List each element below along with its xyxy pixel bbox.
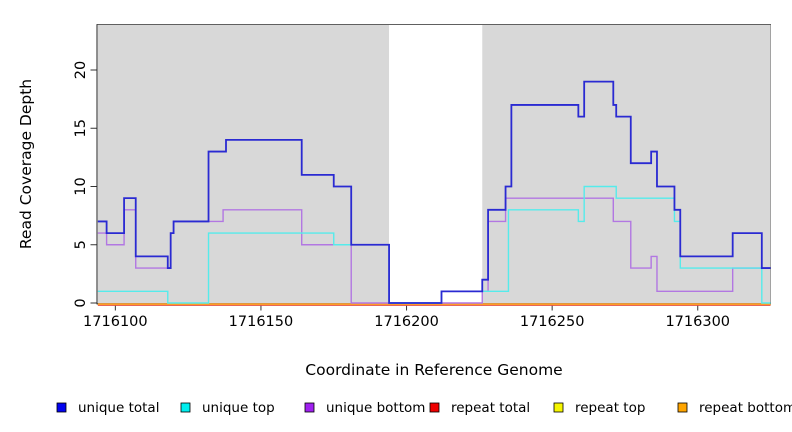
legend-item-unique-total: unique total: [56, 400, 159, 416]
legend-label: unique bottom: [326, 400, 425, 416]
legend-label: unique top: [202, 400, 275, 416]
x-tick-label: 1716200: [374, 314, 439, 330]
legend-item-repeat-total: repeat total: [429, 400, 530, 416]
y-axis-label: Read Coverage Depth: [17, 79, 35, 249]
legend-item-repeat-bottom: repeat bottom: [677, 400, 792, 416]
legend-item-repeat-top: repeat top: [553, 400, 645, 416]
legend-label: repeat total: [451, 400, 530, 416]
legend-label: unique total: [78, 400, 159, 416]
x-tick-label: 1716100: [83, 314, 148, 330]
x-tick-label: 1716250: [520, 314, 585, 330]
y-tick-label: 20: [73, 61, 89, 79]
series-lines: [97, 80, 771, 306]
y-tick-label: 5: [73, 240, 89, 249]
legend-label: repeat top: [575, 400, 645, 416]
x-tick-label: 1716300: [665, 314, 730, 330]
y-tick-label: 15: [73, 119, 89, 137]
background-region-masked-left: [97, 25, 390, 304]
y-tick-label: 10: [73, 177, 89, 195]
legend-item-unique-bottom: unique bottom: [304, 400, 425, 416]
series-line-unique-top: [97, 185, 771, 304]
legend-swatch: [180, 402, 191, 413]
background-region-uncovered-gap: [389, 25, 483, 304]
legend: unique total unique top unique bottom repea…: [56, 400, 792, 416]
legend-swatch: [304, 402, 315, 413]
legend-swatch: [56, 402, 67, 413]
series-line-unique-total: [97, 80, 771, 304]
x-tick-label: 1716150: [229, 314, 294, 330]
legend-label: repeat bottom: [699, 400, 792, 416]
legend-item-unique-top: unique top: [180, 400, 275, 416]
background-shading: [97, 25, 771, 304]
background-region-masked-right: [482, 25, 771, 304]
x-axis-label: Coordinate in Reference Genome: [305, 361, 562, 379]
legend-swatch: [677, 402, 688, 413]
legend-swatch: [429, 402, 440, 413]
y-tick-label: 0: [73, 298, 89, 307]
legend-swatch: [553, 402, 564, 413]
